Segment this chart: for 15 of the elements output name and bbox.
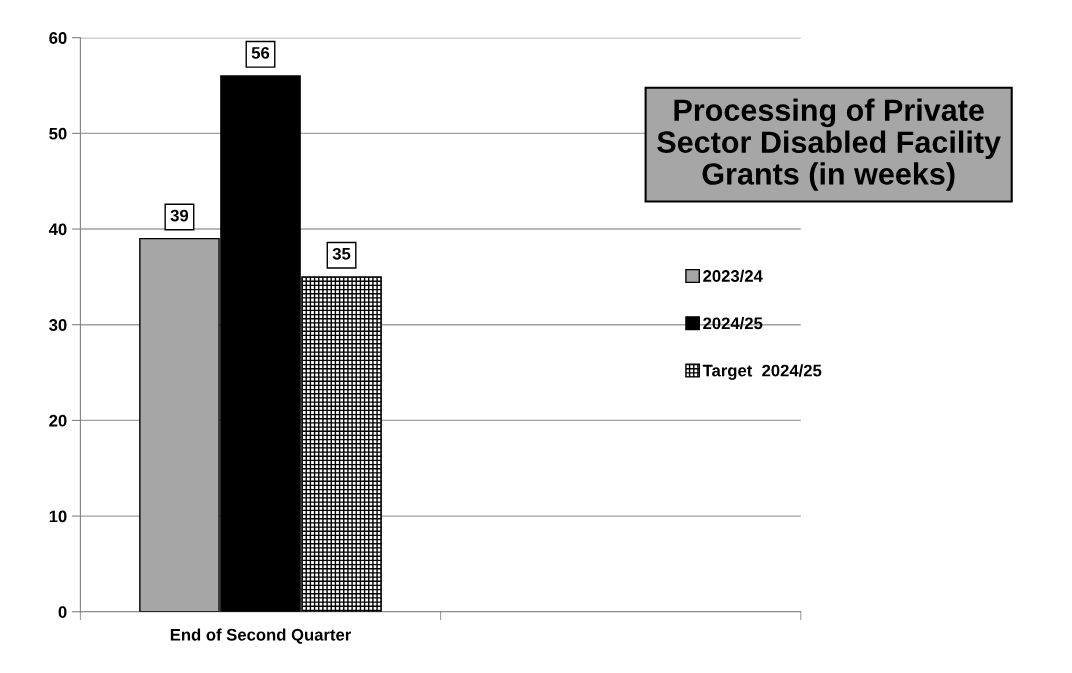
y-tick-label: 50 [49,127,67,140]
y-tick-label: 40 [48,223,67,236]
y-tick-label: 30 [49,319,67,331]
legend-label: 2023/24 [703,269,763,283]
legend-label: 2024/25 [703,316,763,330]
legend-label: Target 2024/25 [702,364,822,380]
text: Processing of Private Sector Disabled Facility Grants (in weeks) [657,98,1001,191]
data-label: 56 [251,46,270,59]
data-label: 35 [332,247,351,260]
x-tick-label: End of Second Quarter [170,628,351,644]
data-label: 39 [170,209,189,222]
y-tick-label: 0 [58,606,67,618]
y-tick-label: 20 [49,414,67,427]
y-tick-label: 60 [49,32,67,44]
y-tick-label: 10 [49,510,67,523]
